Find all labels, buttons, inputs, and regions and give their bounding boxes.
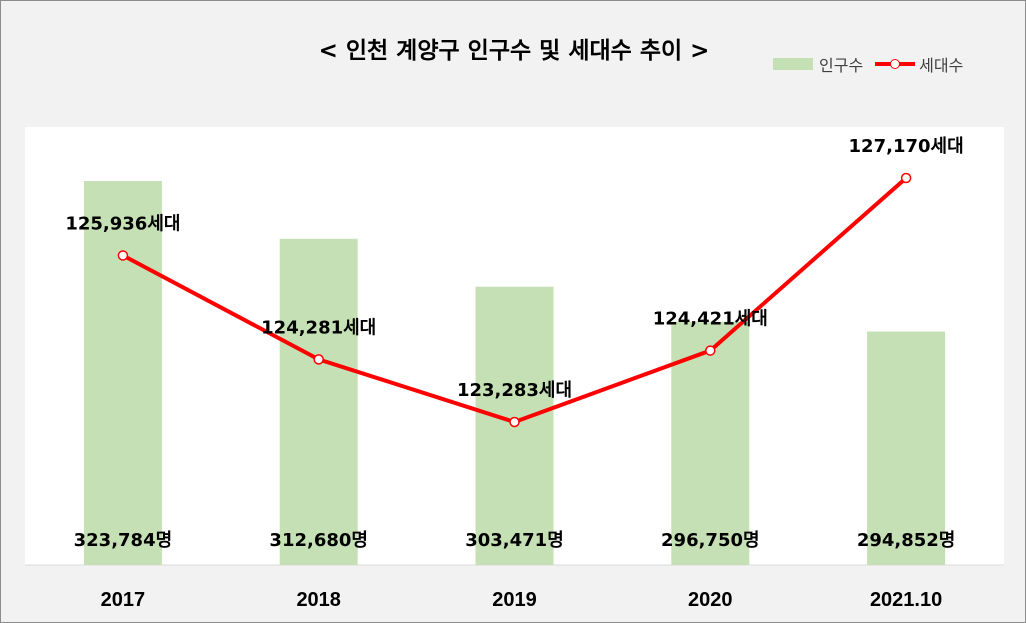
legend-label-population: 인구수 bbox=[819, 56, 864, 75]
legend: 인구수 세대수 bbox=[773, 53, 975, 75]
point-households-1 bbox=[313, 354, 324, 365]
line-label-households-3: 124,421세대 bbox=[653, 309, 768, 330]
x-tick-label-3: 2020 bbox=[688, 589, 733, 611]
bar-population-4 bbox=[867, 331, 946, 565]
chart-title: < 인천 계양구 인구수 및 세대수 추이 > bbox=[318, 38, 710, 64]
point-households-0 bbox=[117, 250, 129, 261]
bar-population-3 bbox=[671, 321, 750, 565]
bar-population-0 bbox=[83, 181, 162, 565]
bar-label-population-3: 296,750명 bbox=[661, 530, 760, 551]
x-tick-label-1: 2018 bbox=[296, 589, 341, 611]
point-households-2 bbox=[509, 416, 520, 428]
line-label-households-1: 124,281세대 bbox=[261, 317, 376, 338]
legend-item-households: 세대수 bbox=[875, 52, 963, 76]
x-tick-label-0: 2017 bbox=[101, 589, 146, 611]
legend-swatch-population bbox=[773, 58, 813, 70]
bar-label-population-1: 312,680명 bbox=[269, 530, 368, 551]
x-tick-label-2: 2019 bbox=[492, 589, 537, 611]
line-label-households-4: 127,170세대 bbox=[849, 136, 964, 157]
bar-label-population-0: 323,784명 bbox=[74, 530, 173, 551]
legend-item-population: 인구수 bbox=[773, 52, 863, 76]
point-households-4 bbox=[900, 172, 912, 184]
legend-label-households: 세대수 bbox=[919, 56, 964, 75]
point-households-3 bbox=[705, 345, 716, 356]
bar-label-population-2: 303,471명 bbox=[465, 530, 564, 551]
bar-population-1 bbox=[279, 238, 358, 566]
x-tick-label-4: 2021.10 bbox=[870, 589, 942, 611]
line-label-households-0: 125,936세대 bbox=[65, 213, 180, 234]
legend-marker-households bbox=[875, 53, 916, 75]
line-label-households-2: 123,283세대 bbox=[457, 380, 572, 401]
bar-label-population-4: 294,852명 bbox=[857, 530, 956, 551]
